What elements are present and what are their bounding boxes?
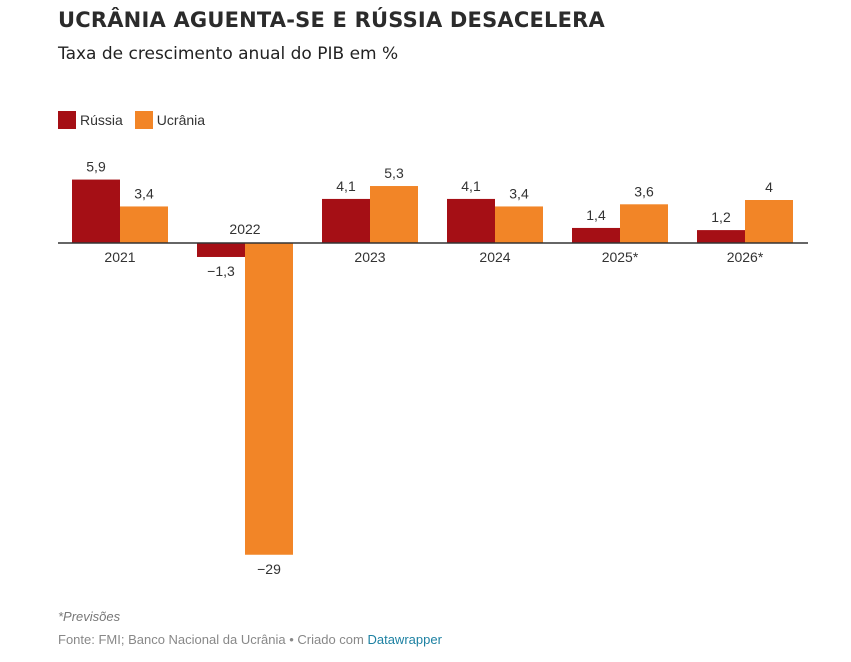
bar-ukraine-2025	[620, 204, 668, 243]
bar-russia-2024	[447, 198, 495, 243]
x-tick-label-2024: 2024	[479, 249, 510, 265]
legend-label-russia: Rússia	[80, 112, 123, 128]
x-tick-label-2021: 2021	[104, 249, 135, 265]
bar-ukraine-2024	[495, 206, 543, 243]
bar-ukraine-2026	[745, 200, 793, 243]
data-label-ukraine-2024: 3,4	[509, 185, 529, 201]
source-text: Fonte: FMI; Banco Nacional da Ucrânia • …	[58, 632, 368, 647]
chart-title: UCRÂNIA AGUENTA-SE E RÚSSIA DESACELERA	[58, 8, 605, 32]
footnote: *Previsões	[58, 609, 121, 624]
data-label-russia-2023: 4,1	[336, 178, 356, 194]
bar-ukraine-2022	[245, 243, 293, 555]
chart-subtitle: Taxa de crescimento anual do PIB em %	[58, 44, 399, 64]
x-tick-label-2025: 2025*	[602, 249, 639, 265]
data-label-ukraine-2023: 5,3	[384, 165, 404, 181]
x-tick-label-2022: 2022	[229, 221, 260, 237]
legend-swatch-russia	[58, 111, 76, 129]
legend-swatch-ukraine	[134, 111, 153, 129]
data-label-ukraine-2025: 3,6	[634, 183, 654, 199]
data-label-russia-2022: −1,3	[207, 263, 235, 279]
data-label-russia-2026: 1,2	[711, 209, 731, 225]
bar-ukraine-2021	[120, 206, 168, 243]
data-label-ukraine-2022: −29	[257, 561, 281, 577]
x-tick-label-2026: 2026*	[727, 249, 764, 265]
data-label-russia-2025: 1,4	[586, 207, 606, 223]
legend: Rússia Ucrânia	[58, 111, 217, 129]
bar-russia-2025	[572, 227, 620, 243]
bar-ukraine-2023	[370, 186, 418, 243]
data-label-russia-2024: 4,1	[461, 178, 481, 194]
bar-russia-2021	[72, 179, 120, 243]
legend-item-ukraine: Ucrânia	[134, 111, 206, 129]
bar-russia-2023	[322, 198, 370, 243]
datawrapper-link[interactable]: Datawrapper	[367, 632, 442, 647]
x-tick-label-2023: 2023	[354, 249, 385, 265]
bar-russia-2026	[697, 230, 745, 243]
data-label-russia-2021: 5,9	[86, 159, 106, 175]
data-label-ukraine-2021: 3,4	[134, 185, 154, 201]
legend-label-ukraine: Ucrânia	[156, 112, 206, 128]
source-line: Fonte: FMI; Banco Nacional da Ucrânia • …	[58, 632, 442, 647]
data-label-ukraine-2026: 4	[765, 179, 773, 195]
legend-item-russia: Rússia	[58, 111, 123, 129]
bar-russia-2022	[197, 243, 245, 257]
